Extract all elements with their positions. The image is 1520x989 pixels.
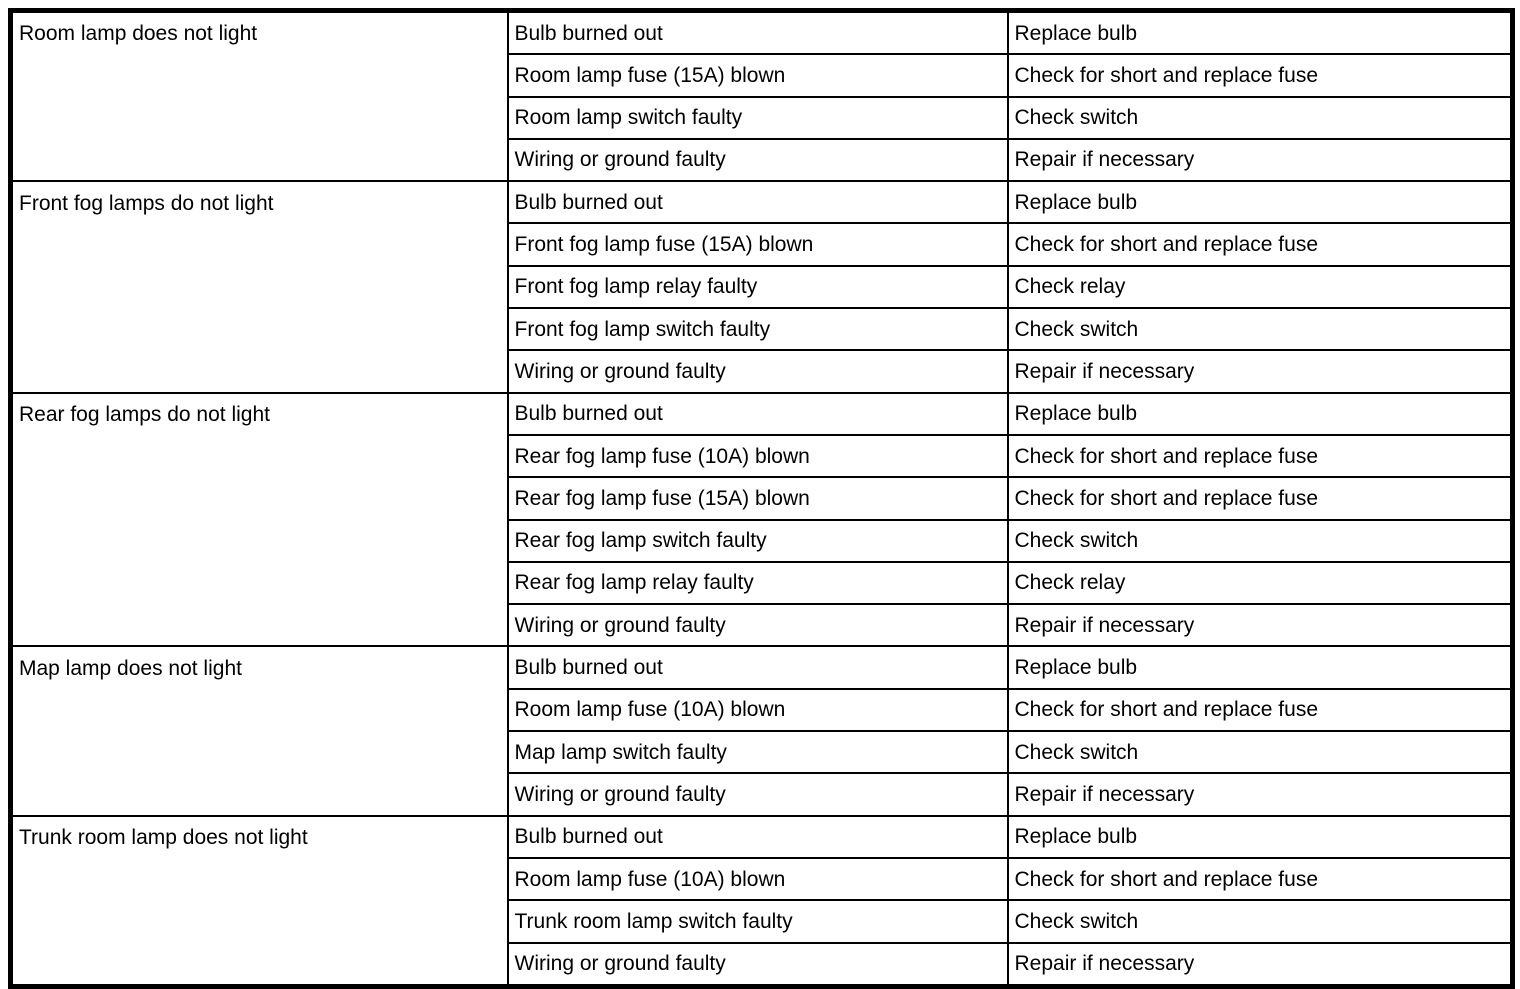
cause-cell: Rear fog lamp fuse (10A) blown xyxy=(506,433,1009,479)
table-row: Wiring or ground faulty Repair if necessa… xyxy=(11,941,1514,988)
table-row: Trunk room lamp does not light Bulb burne… xyxy=(9,814,1514,988)
troubleshooting-table: Room lamp does not light Bulb burned out R… xyxy=(8,8,1515,989)
cause-cell: Rear fog lamp fuse (15A) blown xyxy=(506,476,1009,521)
symptom-cell: Room lamp does not light xyxy=(9,9,509,183)
symptom-text: Front fog lamps do not light xyxy=(19,191,274,215)
cause-cell: Front fog lamp switch faulty xyxy=(506,307,1009,352)
cause-cell: Front fog lamp relay faulty xyxy=(506,264,1009,310)
table-row: Rear fog lamp fuse (15A) blown Check for … xyxy=(11,476,1514,521)
symptom-cell: Rear fog lamps do not light xyxy=(9,391,509,648)
symptom-cell: Map lamp does not light xyxy=(9,645,509,817)
cause-cell: Bulb burned out xyxy=(506,814,1009,859)
cause-cell: Room lamp fuse (10A) blown xyxy=(506,687,1009,733)
table-row: Room lamp does not light Bulb burned out R… xyxy=(9,9,1514,183)
table-row: Room lamp fuse (10A) blown Check for shor… xyxy=(11,856,1514,902)
remedy-cell: Check for short and replace fuse xyxy=(1006,53,1514,98)
remedy-cell: Repair if necessary xyxy=(1006,349,1514,394)
remedy-cell: Repair if necessary xyxy=(1006,772,1514,817)
remedy-cell: Replace bulb xyxy=(1006,645,1514,690)
symptom-cell: Trunk room lamp does not light xyxy=(9,814,509,988)
table-row: Wiring or ground faulty Repair if necessa… xyxy=(11,603,1514,648)
remedy-cell: Check for short and replace fuse xyxy=(1006,687,1514,733)
table-row: Room lamp fuse (10A) blown Check for shor… xyxy=(11,687,1514,733)
table-row: Rear fog lamp relay faulty Check relay xyxy=(11,560,1514,606)
cause-cell: Rear fog lamp relay faulty xyxy=(506,560,1009,606)
symptom-cell: Front fog lamps do not light xyxy=(9,180,509,394)
cause-cell: Bulb burned out xyxy=(506,645,1009,690)
cause-cell: Wiring or ground faulty xyxy=(506,603,1009,648)
cause-cell: Rear fog lamp switch faulty xyxy=(506,518,1009,563)
remedy-cell: Check for short and replace fuse xyxy=(1006,433,1514,479)
remedy-cell: Replace bulb xyxy=(1006,9,1514,56)
table-row: Rear fog lamps do not light Bulb burned o… xyxy=(9,391,1514,648)
table-row: Front fog lamps do not light Bulb burned … xyxy=(9,180,1514,394)
table-row: Room lamp fuse (15A) blown Check for shor… xyxy=(11,53,1514,98)
remedy-cell: Check switch xyxy=(1006,518,1514,563)
table-row: Front fog lamp fuse (15A) blown Check for… xyxy=(11,222,1514,267)
remedy-cell: Repair if necessary xyxy=(1006,137,1514,183)
cause-cell: Bulb burned out xyxy=(506,180,1009,225)
table-row: Map lamp does not light Bulb burned out Re… xyxy=(9,645,1514,817)
cause-cell: Wiring or ground faulty xyxy=(506,941,1009,988)
remedy-cell: Check relay xyxy=(1006,560,1514,606)
cause-cell: Room lamp fuse (10A) blown xyxy=(506,856,1009,902)
cause-cell: Front fog lamp fuse (15A) blown xyxy=(506,222,1009,267)
symptom-text: Trunk room lamp does not light xyxy=(19,826,308,850)
remedy-cell: Check switch xyxy=(1006,307,1514,352)
cause-cell: Trunk room lamp switch faulty xyxy=(506,899,1009,944)
cause-cell: Bulb burned out xyxy=(506,391,1009,436)
remedy-cell: Check for short and replace fuse xyxy=(1006,476,1514,521)
symptom-text: Room lamp does not light xyxy=(19,22,258,46)
table-row: Front fog lamp switch faulty Check switch xyxy=(11,307,1514,352)
cause-cell: Map lamp switch faulty xyxy=(506,730,1009,775)
cause-cell: Wiring or ground faulty xyxy=(506,349,1009,394)
remedy-cell: Replace bulb xyxy=(1006,180,1514,225)
symptom-text: Rear fog lamps do not light xyxy=(19,403,270,427)
table-row: Wiring or ground faulty Repair if necessa… xyxy=(11,772,1514,817)
table-row: Map lamp switch faulty Check switch xyxy=(11,730,1514,775)
cause-cell: Wiring or ground faulty xyxy=(506,772,1009,817)
remedy-cell: Replace bulb xyxy=(1006,814,1514,859)
table-row: Trunk room lamp switch faulty Check switc… xyxy=(11,899,1514,944)
table-row: Rear fog lamp switch faulty Check switch xyxy=(11,518,1514,563)
table-row: Front fog lamp relay faulty Check relay xyxy=(11,264,1514,310)
cause-cell: Wiring or ground faulty xyxy=(506,137,1009,183)
remedy-cell: Replace bulb xyxy=(1006,391,1514,436)
symptom-text: Map lamp does not light xyxy=(19,656,242,680)
remedy-cell: Repair if necessary xyxy=(1006,941,1514,988)
table-row: Wiring or ground faulty Repair if necessa… xyxy=(11,137,1514,183)
cause-cell: Room lamp fuse (15A) blown xyxy=(506,53,1009,98)
remedy-cell: Check switch xyxy=(1006,95,1514,140)
remedy-cell: Repair if necessary xyxy=(1006,603,1514,648)
remedy-cell: Check for short and replace fuse xyxy=(1006,222,1514,267)
cause-cell: Room lamp switch faulty xyxy=(506,95,1009,140)
table-row: Wiring or ground faulty Repair if necessa… xyxy=(11,349,1514,394)
remedy-cell: Check switch xyxy=(1006,899,1514,944)
table-row: Room lamp switch faulty Check switch xyxy=(11,95,1514,140)
troubleshooting-table-wrapper: Room lamp does not light Bulb burned out R… xyxy=(8,8,1515,989)
table-row: Rear fog lamp fuse (10A) blown Check for … xyxy=(11,433,1514,479)
remedy-cell: Check for short and replace fuse xyxy=(1006,856,1514,902)
remedy-cell: Check relay xyxy=(1006,264,1514,310)
cause-cell: Bulb burned out xyxy=(506,9,1009,56)
remedy-cell: Check switch xyxy=(1006,730,1514,775)
table-body: Room lamp does not light Bulb burned out R… xyxy=(9,9,1514,988)
